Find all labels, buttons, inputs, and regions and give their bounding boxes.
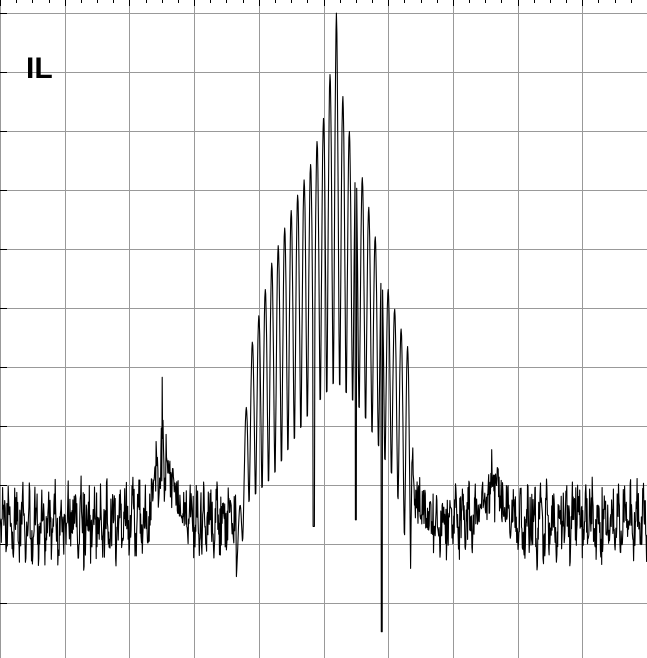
panel-label: IL: [26, 52, 53, 85]
il-trace: [0, 12, 647, 633]
